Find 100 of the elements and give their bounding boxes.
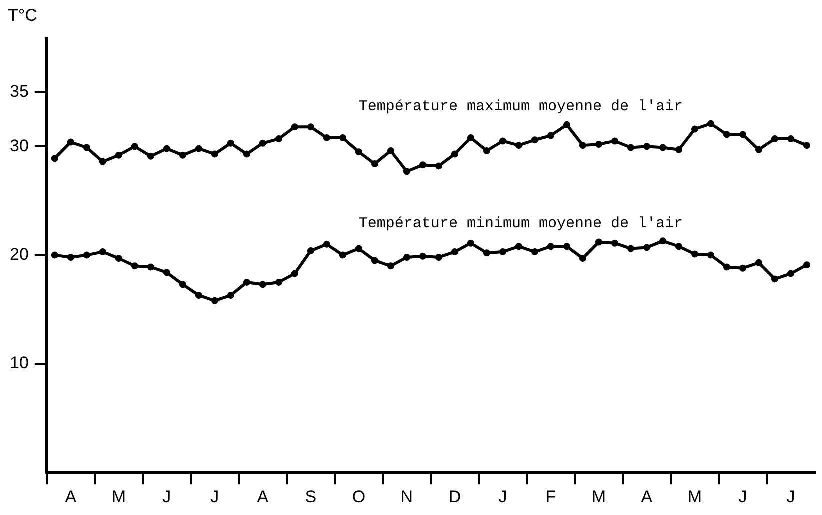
point bbox=[611, 138, 618, 145]
point bbox=[563, 121, 570, 128]
point bbox=[755, 259, 762, 266]
series-label: Température minimum moyenne de l'air bbox=[358, 216, 683, 233]
x-tick-label: S bbox=[305, 487, 317, 506]
point bbox=[739, 264, 746, 272]
point bbox=[115, 255, 122, 262]
point bbox=[83, 144, 90, 152]
point bbox=[371, 160, 378, 168]
x-tick-label: J bbox=[498, 487, 508, 506]
point bbox=[163, 269, 170, 276]
point bbox=[515, 142, 522, 150]
point bbox=[211, 150, 218, 158]
y-tick-label: 35 bbox=[10, 82, 29, 102]
y-tick-label: 20 bbox=[10, 244, 29, 264]
y-tick-label: 30 bbox=[10, 136, 29, 156]
point bbox=[51, 155, 58, 162]
point bbox=[531, 248, 538, 256]
x-tick-label: M bbox=[688, 487, 702, 506]
point bbox=[739, 131, 746, 138]
point bbox=[787, 270, 794, 278]
point bbox=[291, 124, 298, 131]
point bbox=[691, 250, 698, 258]
point bbox=[307, 247, 314, 254]
x-tick-label: F bbox=[546, 487, 556, 506]
point bbox=[275, 136, 282, 143]
x-tick-label: J bbox=[162, 487, 172, 506]
point bbox=[131, 143, 138, 150]
x-tick-label: J bbox=[786, 487, 796, 506]
point bbox=[131, 262, 138, 270]
x-tick-label: M bbox=[592, 487, 606, 506]
x-tick-label: J bbox=[738, 487, 748, 506]
point bbox=[483, 250, 490, 257]
point bbox=[804, 142, 810, 150]
point bbox=[499, 138, 506, 145]
series-label: Température maximum moyenne de l'air bbox=[358, 98, 683, 116]
point bbox=[643, 244, 650, 252]
point bbox=[723, 131, 730, 138]
point bbox=[195, 292, 202, 299]
point bbox=[83, 252, 90, 259]
point bbox=[179, 281, 186, 288]
point bbox=[675, 243, 682, 250]
point bbox=[675, 146, 682, 154]
point bbox=[419, 162, 426, 169]
point bbox=[611, 240, 618, 247]
point bbox=[723, 264, 730, 271]
point bbox=[627, 245, 634, 252]
point bbox=[563, 243, 570, 250]
y-axis-title: T°C bbox=[8, 6, 38, 26]
x-tick-label: A bbox=[257, 487, 270, 506]
point bbox=[323, 240, 330, 248]
x-tick-label: J bbox=[210, 487, 220, 506]
point bbox=[355, 245, 362, 252]
point bbox=[771, 136, 778, 143]
point bbox=[195, 145, 202, 152]
point bbox=[307, 124, 314, 131]
point bbox=[419, 252, 426, 260]
point bbox=[755, 146, 762, 154]
point bbox=[403, 254, 410, 261]
point bbox=[595, 238, 602, 246]
point bbox=[787, 136, 794, 143]
y-tick-label: 10 bbox=[10, 354, 29, 373]
point bbox=[147, 264, 154, 271]
point bbox=[387, 147, 394, 154]
point bbox=[67, 254, 74, 261]
point bbox=[451, 248, 458, 256]
point bbox=[67, 138, 74, 146]
point bbox=[147, 152, 154, 160]
point bbox=[499, 248, 506, 256]
point bbox=[99, 248, 106, 256]
x-tick-label: O bbox=[352, 487, 366, 506]
point bbox=[579, 142, 586, 150]
point bbox=[515, 243, 522, 250]
point bbox=[547, 132, 554, 140]
point bbox=[435, 162, 442, 170]
point bbox=[579, 255, 586, 262]
point bbox=[275, 278, 282, 286]
x-tick-label: A bbox=[65, 487, 78, 506]
point bbox=[467, 134, 474, 142]
point bbox=[804, 262, 810, 269]
point bbox=[323, 134, 330, 142]
point bbox=[115, 152, 122, 159]
x-tick-label: D bbox=[448, 487, 462, 506]
point bbox=[659, 238, 666, 245]
point bbox=[291, 270, 298, 278]
point bbox=[451, 150, 458, 158]
point bbox=[99, 158, 106, 166]
point bbox=[339, 134, 346, 142]
point bbox=[467, 240, 474, 247]
point bbox=[707, 120, 714, 128]
point bbox=[707, 252, 714, 259]
point bbox=[547, 243, 554, 250]
x-tick-label: A bbox=[641, 487, 654, 506]
point bbox=[483, 147, 490, 154]
point bbox=[435, 254, 442, 261]
point bbox=[771, 276, 778, 283]
x-tick-label: N bbox=[400, 487, 414, 506]
point bbox=[627, 144, 634, 152]
point bbox=[355, 148, 362, 156]
point bbox=[227, 292, 234, 299]
